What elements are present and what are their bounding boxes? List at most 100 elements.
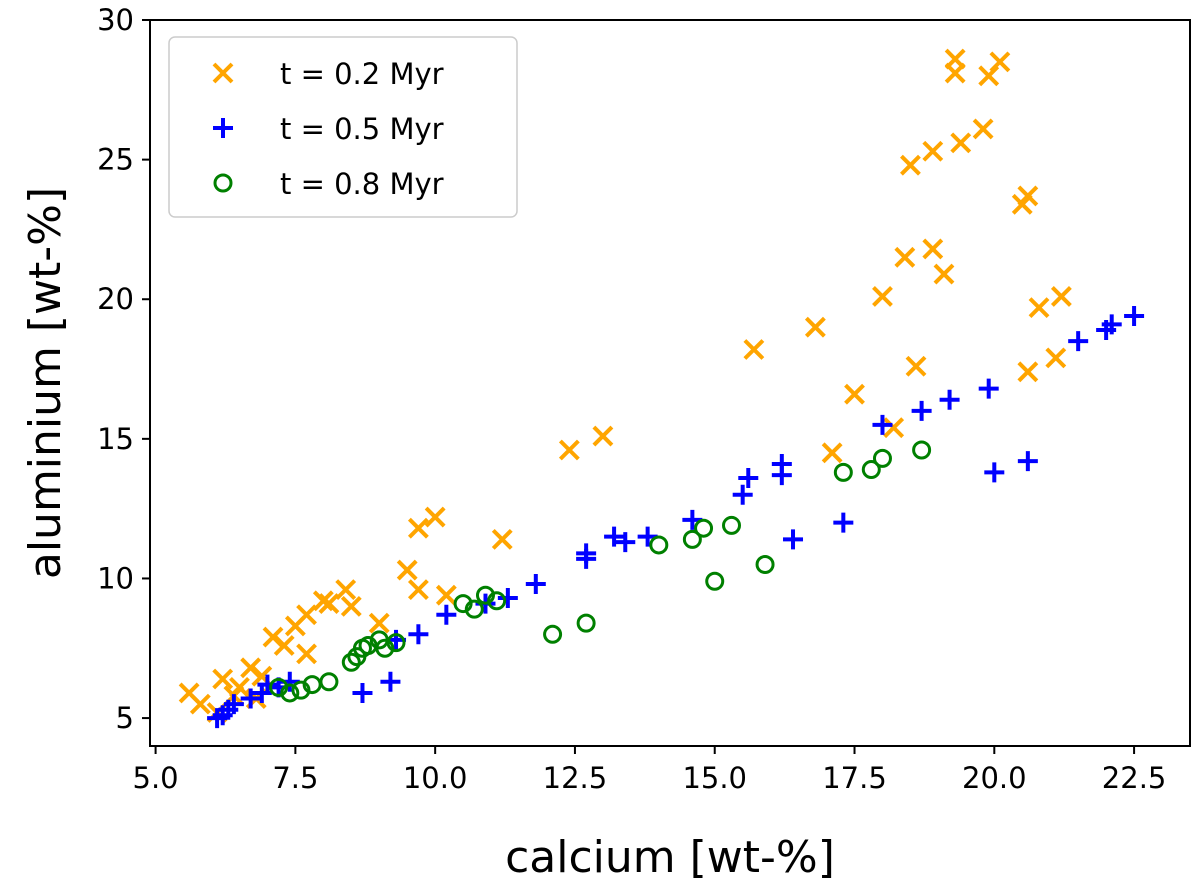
data-point-t08 (475, 585, 495, 605)
data-point-t02 (491, 528, 513, 550)
legend-marker-x (212, 62, 234, 84)
data-point-t08 (576, 613, 596, 633)
data-point-t02 (1017, 185, 1039, 207)
data-point-t02 (296, 643, 317, 665)
data-point-t08 (341, 652, 361, 672)
data-point-t02 (273, 635, 295, 656)
data-point-t02 (189, 693, 211, 715)
legend-entry-t05: t = 0.5 Myr (280, 112, 444, 146)
data-point-t05 (525, 574, 546, 595)
x-axis-ticks: 5.0 7.5 10.0 12.5 15.0 17.5 20.0 22.5 (133, 746, 1167, 795)
data-point-t05 (984, 462, 1005, 483)
data-point-t02 (883, 417, 905, 439)
data-point-t08 (453, 594, 473, 614)
data-point-t02 (944, 62, 966, 84)
data-point-t05 (978, 378, 999, 399)
y-tick-label: 30 (97, 3, 134, 37)
data-point-t02 (212, 668, 234, 690)
data-point-t05 (257, 674, 278, 695)
legend-marker-symbol (213, 118, 233, 138)
x-tick-label: 20.0 (962, 761, 1027, 795)
data-point-t05 (1068, 331, 1089, 352)
data-point-t08 (912, 440, 932, 460)
data-point-t02 (900, 154, 921, 176)
data-point-t05 (497, 588, 518, 609)
legend-entry-t02: t = 0.2 Myr (280, 57, 444, 91)
data-point-t02 (743, 339, 765, 360)
y-tick-label: 5 (116, 701, 134, 735)
data-point-t05 (352, 682, 373, 703)
x-tick-label: 5.0 (133, 761, 179, 795)
data-point-t08 (705, 571, 725, 591)
data-point-t08 (386, 633, 406, 653)
data-point-t02 (1045, 347, 1067, 369)
data-point-t05 (682, 509, 703, 530)
x-tick-label: 12.5 (543, 761, 608, 795)
data-point-t05 (1124, 305, 1145, 326)
data-point-t05 (604, 526, 625, 547)
data-point-t08 (861, 460, 881, 480)
data-point-t02 (950, 132, 972, 154)
data-point-t05 (872, 414, 893, 435)
x-axis-label: calcium [wt-%] (505, 832, 835, 883)
data-point-t02 (368, 612, 390, 634)
data-point-t05 (833, 512, 854, 533)
data-point-t02 (424, 506, 446, 528)
data-point-t02 (804, 316, 826, 338)
legend-marker-symbol (213, 173, 233, 193)
data-point-t05 (436, 604, 457, 625)
data-point-t05 (223, 694, 244, 715)
legend-marker-plus (213, 118, 233, 138)
data-point-t02 (905, 355, 927, 377)
data-point-t08 (649, 535, 669, 555)
data-point-t02 (407, 579, 429, 601)
data-point-t05 (576, 548, 597, 569)
data-point-t02 (922, 140, 944, 162)
data-point-t05 (783, 529, 804, 550)
x-tick-label: 10.0 (403, 761, 468, 795)
data-point-t02 (335, 579, 357, 601)
data-point-t02 (592, 425, 614, 447)
data-point-t08 (291, 680, 311, 700)
x-tick-label: 22.5 (1102, 761, 1167, 795)
data-points (178, 48, 1145, 729)
data-point-t02 (922, 238, 944, 260)
x-tick-label: 17.5 (822, 761, 887, 795)
legend: t = 0.2 Myr t = 0.5 Myr t = 0.8 Myr (168, 36, 518, 218)
data-point-t08 (487, 591, 507, 611)
legend-box (168, 36, 518, 218)
data-point-t05 (380, 671, 401, 692)
data-point-t02 (296, 604, 317, 626)
data-point-t05 (911, 400, 932, 421)
y-tick-label: 20 (97, 282, 134, 316)
data-point-t05 (637, 526, 658, 547)
data-point-t02 (933, 263, 955, 285)
data-point-t02 (435, 584, 457, 606)
data-point-t02 (396, 559, 418, 581)
data-point-t05 (1101, 314, 1122, 335)
legend-marker-symbol (212, 62, 234, 84)
data-point-t02 (1050, 286, 1072, 307)
data-point-t08 (722, 515, 742, 535)
data-point-t08 (375, 638, 395, 658)
x-tick-label: 7.5 (272, 761, 318, 795)
data-point-t08 (543, 624, 563, 644)
y-axis-ticks: 5 10 15 20 25 30 (97, 3, 150, 735)
data-point-t02 (1028, 297, 1050, 319)
data-point-t08 (833, 462, 853, 482)
y-tick-label: 10 (97, 561, 134, 595)
data-point-t08 (269, 677, 289, 697)
y-tick-label: 15 (97, 422, 134, 456)
data-point-t02 (972, 118, 994, 140)
data-point-t02 (229, 676, 250, 698)
data-point-t02 (989, 51, 1011, 73)
data-point-t05 (240, 688, 261, 709)
data-point-t05 (738, 467, 759, 488)
data-point-t02 (340, 595, 362, 617)
data-point-t02 (894, 246, 916, 268)
legend-marker-circle (213, 173, 233, 193)
x-tick-label: 15.0 (682, 761, 747, 795)
data-point-t08 (319, 672, 339, 692)
data-point-t05 (408, 624, 429, 645)
